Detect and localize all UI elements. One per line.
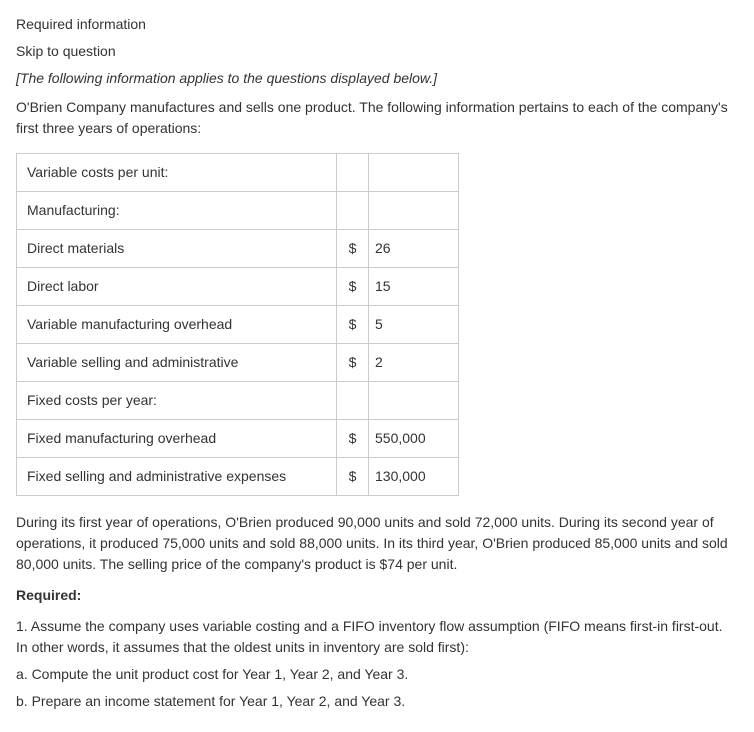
required-label: Required:	[16, 585, 738, 606]
table-row: Variable costs per unit:	[17, 154, 459, 192]
cost-label-cell: Fixed selling and administrative expense…	[17, 458, 337, 496]
question-1a: a. Compute the unit product cost for Yea…	[16, 664, 738, 685]
value-cell: 26	[369, 230, 459, 268]
required-information-label: Required information	[16, 14, 738, 35]
currency-cell: $	[337, 458, 369, 496]
cost-label-cell: Variable manufacturing overhead	[17, 306, 337, 344]
table-row: Fixed costs per year:	[17, 382, 459, 420]
table-row: Fixed manufacturing overhead$550,000	[17, 420, 459, 458]
currency-cell	[337, 154, 369, 192]
cost-label-cell: Direct materials	[17, 230, 337, 268]
costs-table: Variable costs per unit:Manufacturing:Di…	[16, 153, 459, 496]
value-cell	[369, 382, 459, 420]
value-cell: 5	[369, 306, 459, 344]
table-row: Direct materials$26	[17, 230, 459, 268]
table-row: Direct labor$15	[17, 268, 459, 306]
question-1b: b. Prepare an income statement for Year …	[16, 691, 738, 712]
cost-label-cell: Manufacturing:	[17, 192, 337, 230]
value-cell	[369, 192, 459, 230]
currency-cell: $	[337, 306, 369, 344]
currency-cell: $	[337, 230, 369, 268]
table-row: Fixed selling and administrative expense…	[17, 458, 459, 496]
table-row: Variable manufacturing overhead$5	[17, 306, 459, 344]
currency-cell: $	[337, 344, 369, 382]
value-cell: 130,000	[369, 458, 459, 496]
context-note: [The following information applies to th…	[16, 68, 738, 89]
value-cell: 2	[369, 344, 459, 382]
cost-label-cell: Variable selling and administrative	[17, 344, 337, 382]
cost-label-cell: Direct labor	[17, 268, 337, 306]
scenario-paragraph: During its first year of operations, O'B…	[16, 512, 738, 575]
value-cell	[369, 154, 459, 192]
question-1: 1. Assume the company uses variable cost…	[16, 616, 738, 658]
skip-to-question-link[interactable]: Skip to question	[16, 41, 738, 62]
currency-cell	[337, 382, 369, 420]
table-row: Variable selling and administrative$2	[17, 344, 459, 382]
currency-cell: $	[337, 268, 369, 306]
value-cell: 550,000	[369, 420, 459, 458]
currency-cell	[337, 192, 369, 230]
currency-cell: $	[337, 420, 369, 458]
intro-paragraph: O'Brien Company manufactures and sells o…	[16, 97, 738, 139]
value-cell: 15	[369, 268, 459, 306]
cost-label-cell: Variable costs per unit:	[17, 154, 337, 192]
cost-label-cell: Fixed costs per year:	[17, 382, 337, 420]
table-row: Manufacturing:	[17, 192, 459, 230]
cost-label-cell: Fixed manufacturing overhead	[17, 420, 337, 458]
